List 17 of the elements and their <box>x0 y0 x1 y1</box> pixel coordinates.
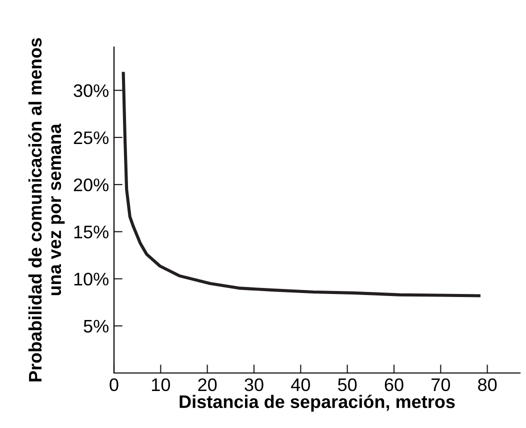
x-tick-label: 30 <box>244 378 264 392</box>
x-tick-label: 0 <box>110 378 118 392</box>
y-tick-label: 10% <box>74 272 108 286</box>
y-tick-label: 30% <box>74 84 108 98</box>
x-tick-label: 80 <box>478 378 497 392</box>
y-tick-label: 20% <box>74 178 108 192</box>
y-tick-label: 15% <box>74 226 108 238</box>
y-tick-label: 5% <box>84 320 108 333</box>
x-tick-label: 40 <box>291 378 310 392</box>
x-axis-title: Distancia de separación, metros <box>180 394 455 412</box>
x-tick-label: 60 <box>384 378 404 392</box>
y-axis-title: Probabilidad de comunicación al menos una vez por semana <box>28 38 65 382</box>
x-tick-label: 20 <box>198 378 217 392</box>
x-tick-label: 10 <box>152 378 170 392</box>
y-tick-label: 25% <box>74 131 108 144</box>
x-tick-label: 50 <box>338 378 357 392</box>
x-tick-label: 70 <box>432 378 450 392</box>
